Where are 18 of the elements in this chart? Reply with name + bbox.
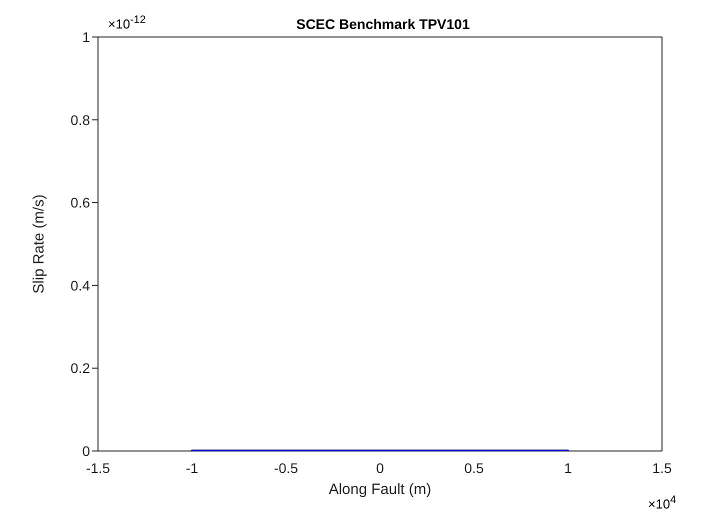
y-axis-title: Slip Rate (m/s) xyxy=(30,194,48,294)
x-tick-label: -1 xyxy=(186,460,198,476)
chart-title: SCEC Benchmark TPV101 xyxy=(296,16,470,32)
x-tick-label: 0 xyxy=(376,460,384,476)
x-tick-label: 0.5 xyxy=(464,460,484,476)
x-tick-label: -0.5 xyxy=(274,460,298,476)
y-tick-label: 0.6 xyxy=(70,194,90,211)
y-tick-label: 1 xyxy=(82,28,90,45)
y-tick-label: 0.8 xyxy=(70,112,90,128)
y-tick-label: 0 xyxy=(82,442,90,459)
x-tick-label: -1.5 xyxy=(86,460,110,476)
y-tick-label: 0.2 xyxy=(70,360,90,376)
x-tick-label: 1 xyxy=(564,460,572,476)
x-axis-title: Along Fault (m) xyxy=(328,481,432,498)
axis-exponent: ×10$^{4}$ xyxy=(648,494,676,512)
axis-exponent: ×10$^{-12}$ xyxy=(108,14,146,32)
x-tick-label: 1.5 xyxy=(652,460,672,476)
y-tick-label: 0.4 xyxy=(70,277,90,294)
